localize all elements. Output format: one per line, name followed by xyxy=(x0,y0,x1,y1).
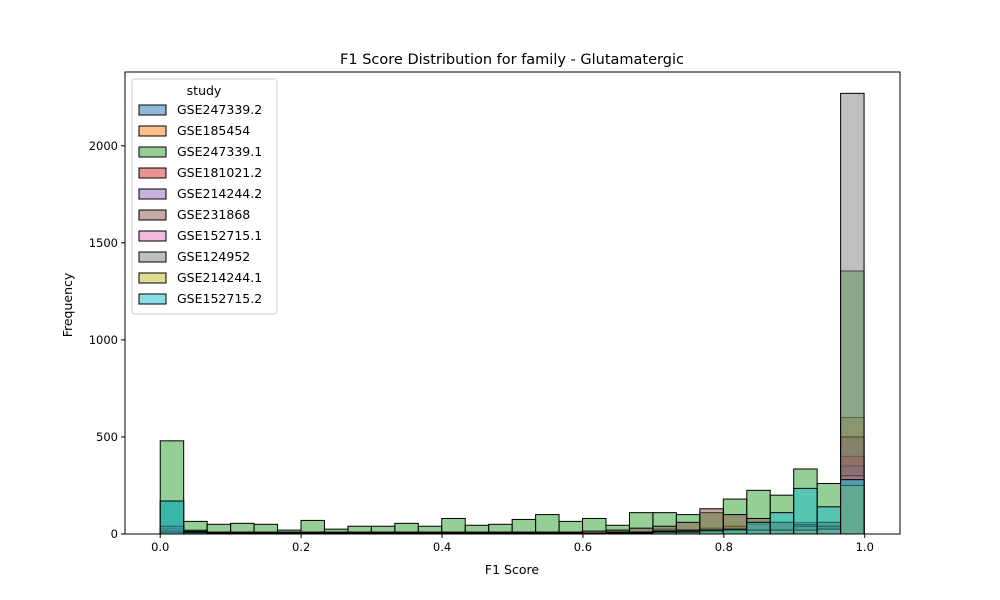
legend-item: GSE124952 xyxy=(138,249,250,264)
legend-swatch xyxy=(138,167,167,179)
legend-label: GSE181021.2 xyxy=(177,165,262,180)
histogram-bar xyxy=(746,521,771,535)
legend-label: GSE214244.1 xyxy=(177,270,262,285)
x-tick-label: 0.0 xyxy=(151,540,169,554)
legend: study GSE247339.2GSE185454GSE247339.1GSE… xyxy=(131,78,278,315)
legend-swatch xyxy=(138,272,167,284)
y-tick-label: 1000 xyxy=(89,333,118,347)
y-axis: 0 500 1000 1500 2000 xyxy=(89,139,125,541)
legend-label: GSE214244.2 xyxy=(177,186,262,201)
legend-item: GSE181021.2 xyxy=(138,165,262,180)
histogram-bar xyxy=(535,514,560,535)
legend-item: GSE152715.2 xyxy=(138,291,262,306)
legend-label: GSE247339.1 xyxy=(177,144,262,159)
histogram-bar xyxy=(840,92,865,535)
histogram-bar xyxy=(793,487,818,535)
x-tick-label: 0.6 xyxy=(574,540,592,554)
legend-label: GSE152715.1 xyxy=(177,228,262,243)
legend-box xyxy=(131,78,278,315)
legend-label: GSE152715.2 xyxy=(177,291,262,306)
legend-label: GSE247339.2 xyxy=(177,102,262,117)
legend-item: GSE214244.1 xyxy=(138,270,262,285)
histogram-bar xyxy=(699,529,724,535)
x-tick-label: 0.4 xyxy=(433,540,451,554)
legend-items: GSE247339.2 GSE185454 GSE247339.1 GSE181021… xyxy=(138,102,262,306)
legend-label: GSE124952 xyxy=(177,249,250,264)
legend-item: GSE231868 xyxy=(138,207,250,222)
chart-title: F1 Score Distribution for family - Gluta… xyxy=(340,52,684,68)
y-tick-label: 2000 xyxy=(89,139,118,153)
x-tick-label: 0.2 xyxy=(292,540,310,554)
legend-item: GSE247339.1 xyxy=(138,144,262,159)
x-axis-label: F1 Score xyxy=(485,562,539,577)
legend-label: GSE185454 xyxy=(177,123,250,138)
x-tick-label: 1.0 xyxy=(856,540,874,554)
legend-swatch xyxy=(138,146,167,158)
legend-swatch xyxy=(138,188,167,200)
legend-item: GSE247339.2 xyxy=(138,102,262,117)
histogram-bar xyxy=(816,506,842,535)
legend-swatch xyxy=(138,125,167,137)
legend-item: GSE152715.1 xyxy=(138,228,262,243)
y-tick-label: 1500 xyxy=(89,236,118,250)
y-tick-label: 500 xyxy=(96,430,118,444)
legend-label: GSE231868 xyxy=(177,207,250,222)
histogram-bar xyxy=(769,512,795,535)
histogram-bar xyxy=(840,479,865,535)
legend-swatch xyxy=(138,104,167,116)
y-axis-label: Frequency xyxy=(60,272,75,337)
histogram-bar xyxy=(159,500,185,535)
legend-title: study xyxy=(187,83,222,98)
legend-swatch xyxy=(138,230,167,242)
x-axis: 0.0 0.2 0.4 0.6 0.8 1.0 xyxy=(151,534,874,554)
x-tick-label: 0.8 xyxy=(715,540,733,554)
series-GSE152715.2 xyxy=(159,479,865,535)
y-tick-label: 0 xyxy=(111,527,118,541)
histogram-bar xyxy=(722,528,748,535)
plot-frame xyxy=(124,71,901,535)
legend-item: GSE185454 xyxy=(138,123,250,138)
legend-swatch xyxy=(138,209,167,221)
legend-item: GSE214244.2 xyxy=(138,186,262,201)
legend-swatch xyxy=(138,293,167,305)
legend-swatch xyxy=(138,251,167,263)
